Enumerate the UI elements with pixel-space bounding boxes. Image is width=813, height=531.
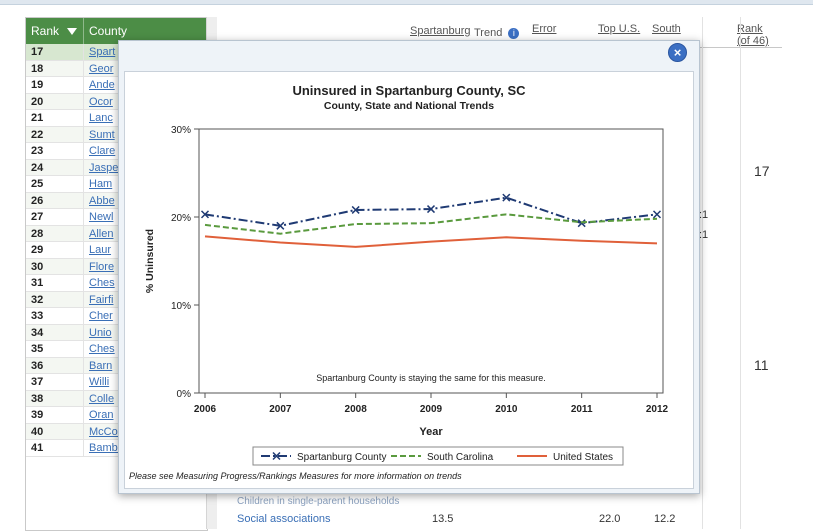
y-tick-label: 20%: [171, 213, 191, 224]
county-header-label: County: [89, 24, 127, 38]
rank-column-header[interactable]: Rank: [26, 18, 84, 44]
top-border: [0, 0, 813, 5]
column-divider: [740, 17, 741, 529]
y-tick-label: 30%: [171, 125, 191, 136]
measure-row-label[interactable]: Social associations: [237, 513, 331, 525]
rank-number: 22: [26, 127, 84, 143]
rank-number: 39: [26, 407, 84, 423]
legend-label-0: Spartanburg County: [297, 452, 387, 463]
partial-value: :1: [699, 209, 708, 221]
x-tick-label: 2009: [420, 404, 443, 415]
x-tick-label: 2012: [646, 404, 669, 415]
trend-annotation: Spartanburg County is staying the same f…: [316, 373, 546, 383]
spartanburg-column-header[interactable]: Spartanburg: [410, 25, 471, 37]
rank-number: 30: [26, 259, 84, 275]
rank-number: 20: [26, 94, 84, 110]
rank-number: 35: [26, 341, 84, 357]
rank-number: 29: [26, 242, 84, 258]
legend-label-1: South Carolina: [427, 452, 494, 463]
rank-sub-header-text: (of 46): [737, 35, 769, 47]
south-column-header[interactable]: South: [652, 23, 681, 35]
rank-number: 37: [26, 374, 84, 390]
rank-number: 41: [26, 440, 84, 456]
rank-value: 11: [754, 357, 769, 373]
sort-down-icon[interactable]: [67, 28, 77, 35]
info-icon[interactable]: i: [508, 28, 519, 39]
measure-row-partial: Children in single-parent households: [232, 495, 772, 509]
top-us-column-header[interactable]: Top U.S.: [598, 23, 640, 35]
chart-subtitle: County, State and National Trends: [324, 100, 494, 112]
rank-header-label: Rank: [31, 24, 59, 38]
rank-number: 28: [26, 226, 84, 242]
rank-number: 27: [26, 209, 84, 225]
trend-chart-panel: Uninsured in Spartanburg County, SC Count…: [124, 71, 694, 489]
rank-number: 40: [26, 424, 84, 440]
rank-number: 21: [26, 110, 84, 126]
error-column-header[interactable]: Error: [532, 23, 556, 35]
trend-header-label: Trend: [474, 27, 502, 39]
x-tick-label: 2006: [194, 404, 217, 415]
legend-label-2: United States: [553, 452, 613, 463]
x-tick-label: 2011: [571, 404, 593, 415]
rank-number: 25: [26, 176, 84, 192]
trend-column-header[interactable]: Trend i: [474, 27, 519, 39]
y-tick-label: 10%: [171, 301, 191, 312]
spartanburg-value: 13.5: [432, 513, 453, 525]
measure-row: Social associations 13.5 22.0 12.2: [232, 511, 772, 529]
y-axis-label: % Uninsured: [144, 229, 156, 293]
column-divider: [702, 17, 703, 529]
rank-number: 34: [26, 325, 84, 341]
rank-value: 17: [754, 163, 770, 179]
rank-number: 31: [26, 275, 84, 291]
south-value: 12.2: [654, 513, 675, 525]
rank-number: 38: [26, 391, 84, 407]
rank-number: 36: [26, 358, 84, 374]
chart-title: Uninsured in Spartanburg County, SC: [292, 83, 526, 98]
y-tick-label: 0%: [177, 389, 192, 400]
measure-row-label[interactable]: Children in single-parent households: [237, 496, 399, 507]
x-tick-label: 2008: [345, 404, 368, 415]
x-tick-label: 2010: [495, 404, 518, 415]
x-tick-label: 2007: [269, 404, 292, 415]
chart-footer-note: Please see Measuring Progress/Rankings M…: [129, 471, 462, 481]
rank-of-46-column-header[interactable]: Rank (of 46): [737, 23, 769, 47]
rank-number: 26: [26, 193, 84, 209]
close-icon[interactable]: ×: [668, 43, 687, 62]
rank-number: 33: [26, 308, 84, 324]
plot-area: [199, 129, 663, 393]
rank-number: 24: [26, 160, 84, 176]
rank-number: 23: [26, 143, 84, 159]
x-axis-label: Year: [419, 426, 443, 438]
rank-number: 32: [26, 292, 84, 308]
rank-number: 18: [26, 61, 84, 77]
trend-chart: Uninsured in Spartanburg County, SC Count…: [125, 72, 693, 488]
top-us-value: 22.0: [599, 513, 620, 525]
rank-number: 17: [26, 44, 84, 60]
rank-number: 19: [26, 77, 84, 93]
partial-value: :1: [699, 229, 708, 241]
